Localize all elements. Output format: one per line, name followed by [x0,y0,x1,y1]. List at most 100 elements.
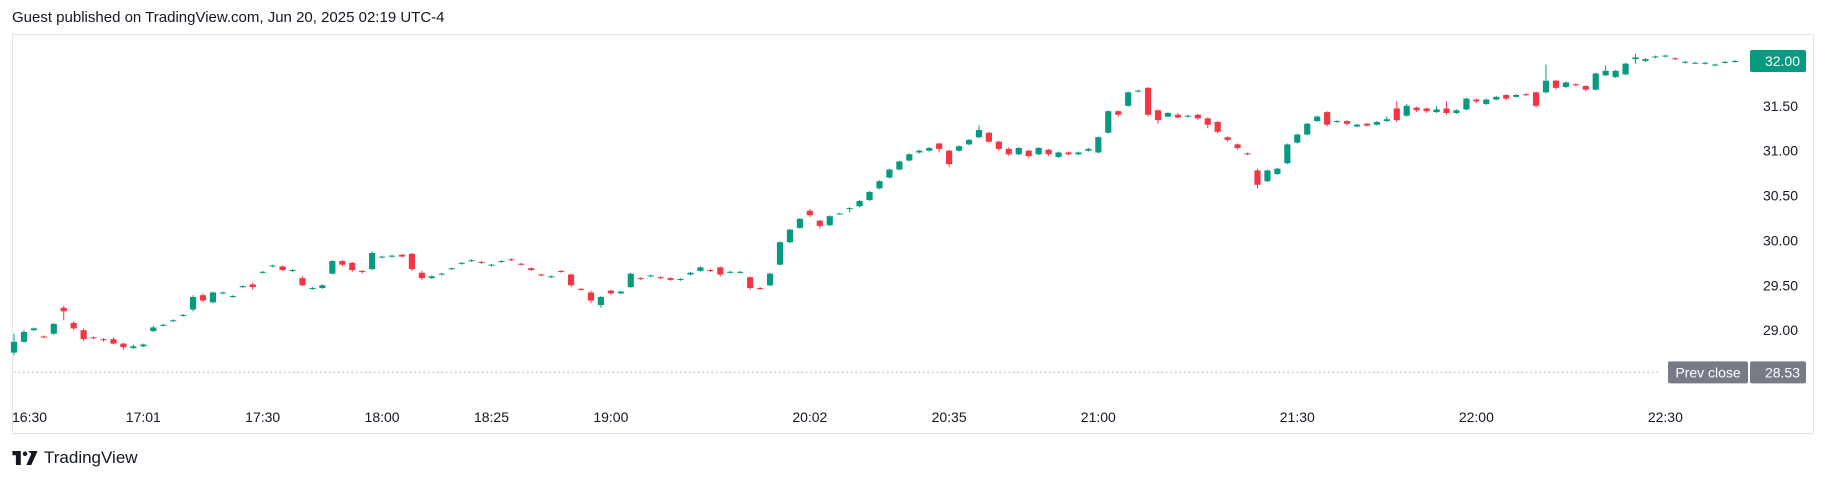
x-tick-label: 20:35 [932,409,967,425]
candle-body [766,273,774,286]
candle [1423,107,1430,113]
candle-body [1174,114,1181,118]
candle [359,270,366,274]
candle-body [1373,121,1380,125]
candle [100,338,107,342]
candle [995,140,1002,151]
candle-body [577,288,585,290]
candle-body [388,255,396,257]
candle-body [1672,58,1679,60]
candle [1373,121,1380,126]
x-tick-label: 22:00 [1459,409,1494,425]
candle [239,285,246,288]
candle-body [926,147,933,151]
candle-body [1443,108,1450,113]
candle-body [826,216,833,226]
candle-body [916,150,923,153]
candle-body [518,263,525,265]
candle [538,273,545,277]
candle-body [1304,123,1311,135]
candle [856,200,863,208]
candle [766,272,774,287]
candle-body [866,191,873,201]
candle-body [1274,168,1281,175]
candle-body [1164,112,1172,117]
candle [1652,55,1659,59]
candle-body [886,169,893,178]
candle-body [1363,123,1371,126]
candle-body [737,271,744,273]
candle [1035,147,1042,156]
candle [1473,98,1480,104]
candle [1562,81,1569,88]
candle [975,125,983,139]
candle-body [199,295,207,301]
candle [876,180,883,190]
candle [1682,60,1689,64]
candle [717,266,724,277]
candle [1144,86,1152,117]
candle [448,267,455,271]
candle-body [548,276,555,278]
candle [1582,85,1589,92]
candle-body [508,259,515,261]
candle-body [1712,64,1719,66]
candle [80,328,87,341]
candle [985,131,992,143]
candle-body [607,290,614,294]
candle [1702,61,1709,65]
candle-body [140,344,147,347]
candle [1383,116,1390,122]
candle-body [239,286,246,288]
candle-body [488,264,495,266]
candle-body [1433,109,1440,113]
candle [1393,101,1400,122]
candle-body [597,296,605,306]
candle [309,287,316,290]
candle [1343,120,1351,126]
candle [1055,151,1062,158]
candle-body [359,270,366,272]
prev-close-badge [1750,361,1806,384]
candle [498,260,505,263]
candle [70,321,77,331]
candle [687,271,694,276]
candle [1731,60,1739,63]
candle [1214,121,1221,134]
candle-body [1453,110,1460,113]
candle-body [727,271,734,273]
x-tick-label: 21:00 [1081,409,1116,425]
candle-body [1214,121,1221,132]
candle [1602,65,1609,77]
footer-branding[interactable]: TradingView [12,448,138,468]
candle [30,327,37,332]
candle [657,276,664,280]
candle-body [786,229,794,243]
candle [1095,136,1102,154]
candle [1304,122,1311,136]
prev-close-value: 28.53 [1765,364,1800,380]
candle-body [1095,137,1102,153]
candle [826,215,833,227]
candle [40,335,47,339]
candle [1632,53,1639,64]
candle [1333,120,1341,123]
candle [1045,148,1052,157]
candle-body [438,273,445,275]
y-tick-label: 29.00 [1763,322,1798,338]
candle [398,253,406,258]
candle-body [836,213,843,215]
candle [816,219,823,229]
candle-body [717,267,724,275]
candle-body [1721,61,1729,63]
candle [319,284,326,289]
candle [1692,61,1699,64]
candle-body [1353,124,1361,127]
candle-body [229,296,236,298]
x-tick-label: 22:30 [1648,409,1683,425]
candle [866,191,873,201]
candle [1353,123,1361,128]
candle [90,336,97,340]
candle [488,263,495,267]
